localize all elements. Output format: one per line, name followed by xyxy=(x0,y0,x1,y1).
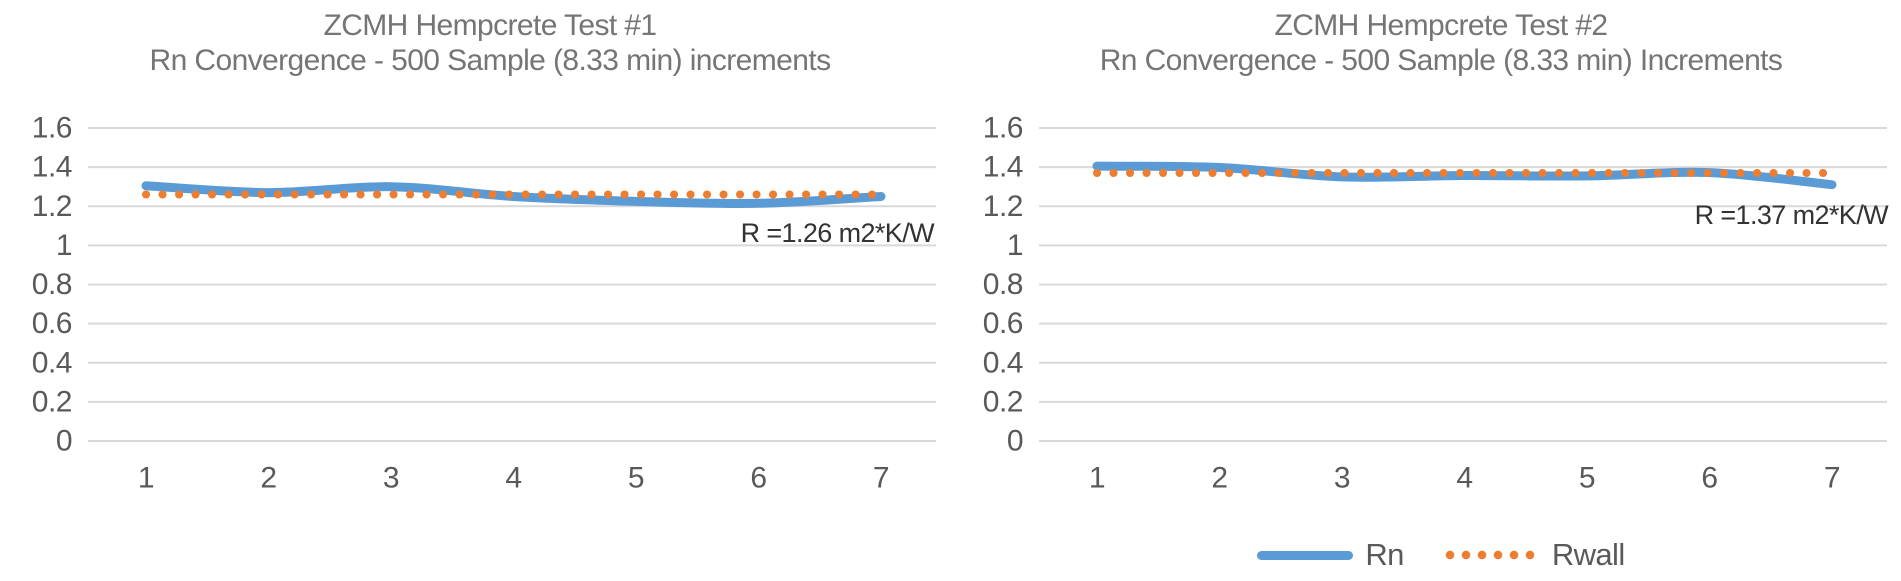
x-tick-label: 3 xyxy=(1334,462,1350,495)
y-tick-label: 1.2 xyxy=(32,190,72,223)
x-tick-label: 2 xyxy=(260,462,276,495)
chart-test-2: ZCMH Hempcrete Test #2 Rn Convergence - … xyxy=(951,0,1901,581)
legend-item-rwall: Rwall xyxy=(1441,537,1625,573)
rn-line-swatch xyxy=(1257,550,1354,560)
y-tick-label: 0.4 xyxy=(983,346,1023,379)
x-tick-label: 6 xyxy=(1701,462,1717,495)
chart-title-block-1: ZCMH Hempcrete Test #1 Rn Convergence - … xyxy=(40,8,940,78)
y-tick-label: 1.2 xyxy=(983,190,1023,223)
x-tick-label: 5 xyxy=(628,462,644,495)
plot-area-test-1: 1.6 1.4 1.2 1 0.8 0.6 0.4 0.2 0 1 2 3 4 5 6 7 xyxy=(32,112,936,495)
legend-label-rwall: Rwall xyxy=(1551,537,1625,572)
chart-title-1: ZCMH Hempcrete Test #1 xyxy=(323,9,657,42)
chart-subtitle-1: Rn Convergence - 500 Sample (8.33 min) i… xyxy=(149,44,832,77)
y-tick-label: 1.6 xyxy=(983,112,1023,145)
series-rn-line xyxy=(141,181,886,209)
y-tick-label: 0.2 xyxy=(32,385,72,418)
rwall-dots-swatch xyxy=(1441,550,1540,560)
y-tick-label: 0 xyxy=(1007,425,1023,458)
y-tick-label: 0.6 xyxy=(32,307,72,340)
y-tick-label: 1.6 xyxy=(32,112,72,145)
x-tick-label: 2 xyxy=(1211,462,1227,495)
y-tick-label: 0.6 xyxy=(983,307,1023,340)
chart-title-block-2: ZCMH Hempcrete Test #2 Rn Convergence - … xyxy=(991,8,1891,78)
legend-item-rn: Rn xyxy=(1257,537,1404,573)
x-tick-label: 6 xyxy=(750,462,766,495)
y-tick-label: 0.4 xyxy=(32,346,72,379)
chart-title-2: ZCMH Hempcrete Test #2 xyxy=(1274,9,1608,42)
legend: Rn Rwall xyxy=(991,537,1891,573)
y-tick-label: 1.4 xyxy=(32,151,72,184)
chart-test-1: ZCMH Hempcrete Test #1 Rn Convergence - … xyxy=(0,0,950,581)
y-tick-label: 0 xyxy=(56,425,72,458)
y-tick-label: 0.8 xyxy=(983,268,1023,301)
plot-area-test-2: 1.6 1.4 1.2 1 0.8 0.6 0.4 0.2 0 1 2 3 4 5 6 7 xyxy=(983,112,1887,495)
x-tick-label: 5 xyxy=(1579,462,1595,495)
x-tick-label: 4 xyxy=(505,462,521,495)
y-tick-label: 0.2 xyxy=(983,385,1023,418)
y-tick-label: 1 xyxy=(56,229,72,262)
legend-label-rn: Rn xyxy=(1365,537,1404,572)
x-tick-label: 3 xyxy=(383,462,399,495)
x-tick-label: 1 xyxy=(1089,462,1105,495)
x-tick-label: 7 xyxy=(873,462,889,495)
y-tick-label: 0.8 xyxy=(32,268,72,301)
x-tick-label: 1 xyxy=(138,462,154,495)
chart-subtitle-2: Rn Convergence - 500 Sample (8.33 min) I… xyxy=(1099,44,1783,77)
y-tick-label: 1 xyxy=(1007,229,1023,262)
x-tick-label: 4 xyxy=(1456,462,1472,495)
y-tick-label: 1.4 xyxy=(983,151,1023,184)
r-value-annotation-1: R =1.26 m2*K/W xyxy=(740,218,935,248)
x-tick-label: 7 xyxy=(1824,462,1840,495)
r-value-annotation-2: R =1.37 m2*K/W xyxy=(1694,200,1889,230)
